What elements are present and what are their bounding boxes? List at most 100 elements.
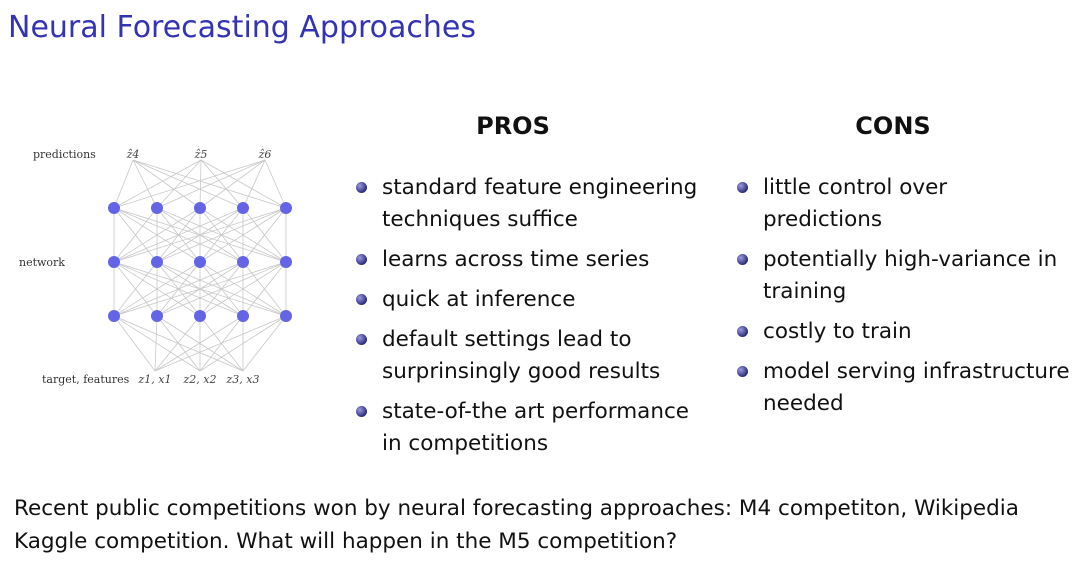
pros-item-line: learns across time series	[382, 247, 650, 272]
connection-edge	[156, 159, 266, 209]
bullet-icon	[356, 406, 367, 417]
bullet-icon	[356, 294, 367, 305]
network-node	[108, 310, 120, 322]
pros-item-line: in competitions	[382, 431, 549, 456]
connection-edge	[154, 315, 244, 372]
pros-item-line: techniques suffice	[382, 207, 578, 232]
prediction-output-label: ẑ4	[126, 148, 140, 161]
pros-item: standard feature engineering techniques s…	[356, 172, 697, 236]
input-feature-label: z1, x1	[138, 373, 172, 386]
cons-item-line: predictions	[763, 207, 883, 232]
pros-item-line: standard feature engineering	[382, 175, 698, 200]
network-node	[108, 202, 120, 214]
connection-edge	[113, 261, 287, 317]
network-node	[194, 310, 206, 322]
bullet-icon	[737, 254, 748, 265]
connection-edge	[132, 159, 158, 209]
network-node	[194, 256, 206, 268]
connection-edge	[113, 261, 201, 317]
pros-item-line: default settings lead to	[382, 327, 632, 352]
network-node	[280, 256, 292, 268]
inputs-label: target, features	[42, 373, 130, 386]
prediction-output-label: ẑ6	[258, 148, 272, 161]
connection-edge	[113, 207, 158, 263]
connection-edge	[156, 207, 287, 263]
connection-edge	[199, 315, 287, 372]
connection-edge	[113, 159, 202, 209]
connection-edge	[113, 159, 134, 209]
connection-edge	[132, 159, 244, 209]
footer-text: Recent public competitions won by neural…	[14, 492, 1074, 558]
network-node	[280, 202, 292, 214]
network-node	[151, 202, 163, 214]
pros-item: state-of-the art performance in competiti…	[356, 396, 697, 460]
bullet-icon	[737, 182, 748, 193]
connection-edge	[156, 315, 201, 372]
connection-edge	[199, 261, 287, 317]
network-node	[237, 256, 249, 268]
network-node	[151, 256, 163, 268]
pros-item-line: surprinsingly good results	[382, 359, 661, 384]
connection-edge	[113, 207, 244, 263]
pros-heading: PROS	[476, 112, 550, 140]
cons-item-line: needed	[763, 391, 844, 416]
connection-edge	[242, 261, 287, 317]
neural-network-diagram: predictions network target, features ẑ4 ẑ5 ẑ6…	[19, 148, 292, 386]
connection-edge	[154, 315, 158, 372]
bullet-icon	[356, 254, 367, 265]
predictions-label: predictions	[33, 148, 96, 161]
cons-item: little control over predictions	[737, 172, 1070, 236]
connection-edge	[199, 207, 287, 263]
pros-item: default settings lead to surprinsingly go…	[356, 324, 697, 388]
connection-edge	[264, 159, 287, 209]
cons-item: costly to train	[737, 316, 1070, 348]
connection-edge	[113, 207, 201, 263]
connection-edge	[113, 261, 244, 317]
cons-item-line: model serving infrastructure	[763, 359, 1070, 384]
connection-edge	[200, 159, 287, 209]
input-feature-label: z2, x2	[183, 373, 217, 386]
connection-edge	[113, 261, 158, 317]
connection-edge	[113, 315, 156, 372]
prediction-output-label: ẑ5	[194, 148, 208, 161]
connection-edge	[199, 159, 266, 209]
connection-edge	[199, 159, 202, 209]
input-feature-label: z3, x3	[226, 373, 260, 386]
slide-title: Neural Forecasting Approaches	[8, 10, 476, 45]
cons-item-line: little control over	[763, 175, 948, 200]
connection-edge	[154, 315, 287, 372]
pros-item: learns across time series	[356, 244, 697, 276]
connection-edge	[242, 315, 287, 372]
connection-edge	[113, 159, 266, 209]
connection-edge	[132, 159, 201, 209]
cons-item-line: training	[763, 279, 847, 304]
cons-item: model serving infrastructure needed	[737, 356, 1070, 420]
cons-item-line: costly to train	[763, 319, 912, 344]
pros-list: standard feature engineering techniques s…	[356, 172, 697, 468]
footer-line-1: Recent public competitions won by neural…	[14, 496, 1019, 521]
cons-list: little control over predictions potentiall…	[737, 172, 1070, 428]
connection-edge	[242, 207, 287, 263]
connection-edge	[156, 159, 202, 209]
connection-edge	[113, 315, 201, 372]
network-node	[237, 310, 249, 322]
network-node	[151, 310, 163, 322]
network-label: network	[19, 256, 65, 269]
connection-edge	[156, 261, 287, 317]
bullet-icon	[356, 334, 367, 345]
network-node	[108, 256, 120, 268]
pros-item-line: quick at inference	[382, 287, 576, 312]
connection-edge	[154, 315, 201, 372]
bullet-icon	[737, 326, 748, 337]
bullet-icon	[737, 366, 748, 377]
connection-edge	[113, 207, 287, 263]
pros-item: quick at inference	[356, 284, 697, 316]
network-node	[280, 310, 292, 322]
connection-edge	[132, 159, 287, 209]
pros-item-line: state-of-the art performance	[382, 399, 690, 424]
network-node	[237, 202, 249, 214]
connection-edge	[200, 159, 244, 209]
cons-item: potentially high-variance in training	[737, 244, 1070, 308]
bullet-icon	[356, 182, 367, 193]
